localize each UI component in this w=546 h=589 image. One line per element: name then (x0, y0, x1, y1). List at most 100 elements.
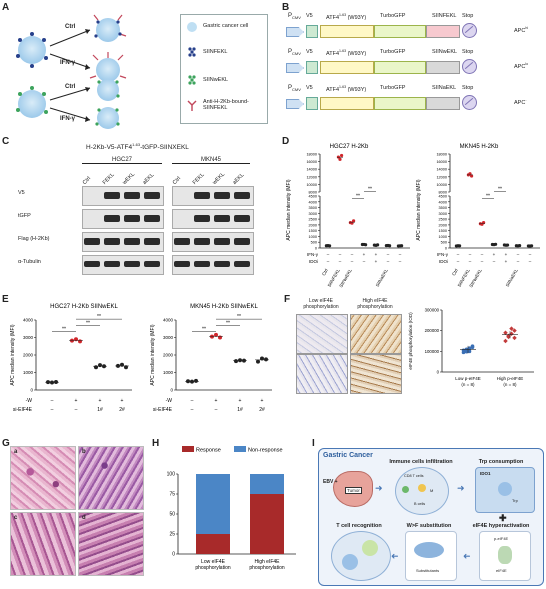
row-sign: – (327, 259, 330, 264)
c-group-hgc27: HGC27 (82, 157, 162, 164)
data-point (464, 347, 469, 352)
y-tick-label: 3000 (163, 335, 174, 340)
apc-sup: lo (525, 62, 529, 66)
category-label: High p-eIF4E (497, 376, 524, 381)
row-sign: – (75, 407, 78, 413)
c-lane-labels: Ctrl FEKL wEKL aEKL Ctrl FEKL wEKL aEKL (82, 166, 252, 186)
y-tick-label: 0 (30, 388, 33, 393)
data-point (503, 330, 508, 335)
panel-d-label: D (282, 136, 290, 147)
a-label-ctrl-1: Ctrl (65, 24, 76, 30)
y-tick-label: 1000 (23, 370, 34, 375)
y-axis-label: APC median intensity (MFI) (286, 179, 292, 240)
y-tick-label: 1000 (163, 370, 174, 375)
antibody-icon (187, 100, 197, 111)
ihc-low-top (296, 314, 348, 354)
c-band (194, 261, 210, 267)
apc-label: APChi (514, 26, 529, 34)
ihc-high-bottom (350, 354, 402, 394)
cell-top-ifn (89, 52, 127, 82)
y-tick-label: 2500 (439, 218, 447, 222)
y-tick-label: 1500 (439, 229, 447, 233)
row-sign: + (493, 252, 496, 257)
atf4-sup: 1-63 (339, 13, 347, 17)
sig-label: ** (226, 320, 230, 326)
y-tick-label: 3000 (309, 212, 317, 216)
row-sign: + (375, 252, 378, 257)
row-sign: – (51, 407, 54, 413)
data-point (124, 365, 128, 370)
i-tumor-cell (342, 554, 358, 570)
c-blot-mkn45 (172, 232, 254, 252)
gastric-cell-icon (187, 22, 197, 32)
row-label: si-EIF4E (153, 407, 173, 413)
c-band (144, 215, 160, 222)
y-tick-label: 200000 (425, 328, 440, 333)
c-band (124, 238, 140, 245)
row-sign: – (339, 259, 342, 264)
i-m: M (430, 488, 434, 493)
i-arrow-1: ➜ (375, 483, 383, 493)
construct-row: PCMV V5 ATF41-63 (W93Y) TurboGFP SIINaEKL Sto… (286, 85, 544, 114)
i-ribosome (414, 542, 444, 558)
bar-segment (196, 534, 230, 554)
row-sign: + (505, 252, 508, 257)
data-point (336, 155, 340, 159)
stop-label: Stop (462, 13, 474, 19)
category-n: (n = 8) (503, 382, 517, 387)
y-axis-label: APC median intensity (MFI) (416, 179, 422, 240)
i-box5-title: T cell recognition (336, 523, 382, 529)
v5-label: V5 (306, 49, 313, 55)
sig-label: ** (202, 326, 206, 332)
legend-siinwekl: SIINwEKL (203, 77, 229, 83)
f-col-high: High eIF4E phosphorylation (357, 298, 393, 310)
c-lane-label: aEKL (141, 172, 156, 186)
peptide-label: SIINFEKL (432, 13, 457, 19)
i-box3: p-eIF4E eIF4E (479, 531, 531, 581)
c-band (194, 192, 210, 199)
c-band (214, 215, 230, 222)
y-tick-label: 2000 (163, 353, 174, 358)
legend-gastric-cell: Gastric cancer cell (203, 23, 249, 29)
c-band (104, 215, 120, 222)
v5-box (306, 25, 318, 38)
construct-row: PCMV V5 ATF41-63 (W93Y) TurboGFP SIINFEKL Sto… (286, 13, 544, 42)
ihc-low-bottom (296, 354, 348, 394)
legend-icons (187, 22, 197, 111)
data-point (340, 153, 344, 158)
i-peif4e: p-eIF4E (494, 536, 509, 541)
data-point (78, 339, 82, 344)
promoter-label: PCMV (288, 13, 301, 21)
chart-e-hgc27: HGC27 H-2Kb SIINwEKL APC median intensity… (10, 304, 132, 413)
panel-i-schematic: Gastric Cancer EBV + Tumor Immune cells … (318, 448, 544, 586)
chart-d-mkn45: MKN45 H-2Kb APC median intensity (MFI) 0 50… (416, 144, 540, 288)
y-tick-label: 8000 (439, 191, 447, 195)
atf4-mut: (W93Y) (346, 50, 367, 57)
promoter-sub: CMV (292, 15, 301, 21)
legend-label: Non-response (248, 448, 283, 454)
panel-c-label: C (2, 136, 10, 147)
category-label: SIINaEKL (505, 268, 519, 288)
row-sign: – (363, 259, 366, 264)
row-sign: – (469, 252, 472, 257)
row-sign: – (517, 252, 520, 257)
y-axis-label: APC median intensity (MFI) (150, 324, 156, 385)
apc-label: APC- (514, 98, 527, 106)
c-band (84, 261, 100, 267)
atf4-label: ATF41-63 (W93Y) (326, 49, 367, 57)
y-tick-label: 4000 (439, 200, 447, 204)
row-sign: – (351, 252, 354, 257)
y-tick-label: 100000 (425, 349, 440, 354)
row-sign: + (75, 398, 78, 404)
sig-label: ** (97, 314, 101, 320)
row-sign: + (261, 398, 264, 404)
a-label-ifn-2: IFN-γ (60, 116, 75, 122)
peptide-box (426, 97, 460, 110)
c-band (144, 261, 160, 267)
i-box4: Substitutants (405, 531, 457, 581)
data-point (190, 379, 194, 384)
row-label: IDOi (309, 259, 318, 264)
c-lane-label: FEKL (191, 172, 206, 186)
y-tick-label: 4000 (163, 318, 174, 323)
sig-label: ** (368, 186, 372, 192)
